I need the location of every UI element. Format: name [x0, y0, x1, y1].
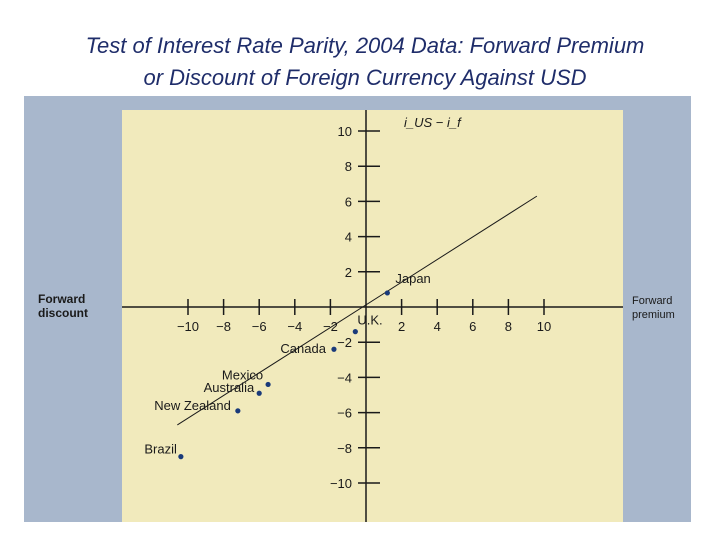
- data-label-canada: Canada: [280, 341, 326, 356]
- x-tick-label: −8: [216, 319, 231, 334]
- x-axis-label-right: Forward premium: [632, 295, 675, 321]
- x-tick-label: −10: [177, 319, 199, 334]
- x-tick-label: 2: [398, 319, 405, 334]
- y-tick-label: −8: [337, 441, 352, 456]
- data-point-canada: [331, 346, 337, 352]
- data-label-mexico: Mexico: [222, 367, 263, 382]
- chart-svg: −10 −8 −6 −4 −2 2 4 6 8 10 10 8 6 4 2 −2 −4 −6 −8 −10 Japa…: [38, 110, 675, 522]
- x-axis-label-left-line-1: Forward: [38, 292, 85, 306]
- x-tick-label: 10: [537, 319, 551, 334]
- data-point-australia: [256, 390, 262, 396]
- data-point-japan: [384, 290, 390, 296]
- data-label-new-zealand: New Zealand: [154, 398, 231, 413]
- data-point-brazil: [178, 454, 184, 460]
- x-tick-label: −4: [287, 319, 302, 334]
- y-tick-label: −4: [337, 370, 352, 385]
- parity-line: [177, 195, 538, 426]
- x-tick-label: −6: [252, 319, 267, 334]
- x-axis-label-left-line-2: discount: [38, 306, 88, 320]
- x-axis-label-left: Forward discount: [38, 292, 89, 320]
- plot-area: [122, 110, 623, 522]
- data-point-new-zealand: [235, 408, 241, 414]
- y-tick-label: −6: [337, 406, 352, 421]
- data-label-australia: Australia: [204, 380, 255, 395]
- y-axis-label: i_US − i_f: [404, 115, 462, 130]
- y-tick-label: 10: [338, 124, 352, 139]
- y-tick-label: −10: [330, 476, 352, 491]
- title-line-1: Test of Interest Rate Parity, 2004 Data:…: [85, 33, 645, 58]
- y-tick-label: −2: [337, 335, 352, 350]
- x-tick-label: 4: [434, 319, 441, 334]
- data-point-mexico: [265, 381, 271, 388]
- x-axis-label-right-line-1: Forward: [632, 295, 672, 307]
- y-ticks: 10 8 6 4 2 −2 −4 −6 −8 −10: [330, 124, 380, 491]
- y-tick-label: 6: [345, 194, 352, 209]
- y-tick-label: 2: [345, 265, 352, 280]
- x-axis-label-right-line-2: premium: [632, 309, 675, 321]
- x-ticks: −10 −8 −6 −4 −2 2 4 6 8 10: [177, 299, 551, 334]
- data-label-brazil: Brazil: [144, 442, 177, 457]
- x-tick-label: −2: [323, 319, 338, 334]
- data-point-u-k: [352, 329, 358, 335]
- title-line-2: or Discount of Foreign Currency Against …: [143, 65, 587, 90]
- chart-figure: −10 −8 −6 −4 −2 2 4 6 8 10 10 8 6 4 2 −2 −4 −6 −8 −10 Japa…: [24, 96, 691, 522]
- x-tick-label: 8: [505, 319, 512, 334]
- y-tick-label: 4: [345, 230, 352, 245]
- slide-title: Test of Interest Rate Parity, 2004 Data:…: [20, 30, 710, 94]
- y-tick-label: 8: [345, 159, 352, 174]
- data-label-u-k: U.K.: [357, 313, 382, 328]
- x-tick-label: 6: [469, 319, 476, 334]
- data-label-japan: Japan: [395, 271, 430, 286]
